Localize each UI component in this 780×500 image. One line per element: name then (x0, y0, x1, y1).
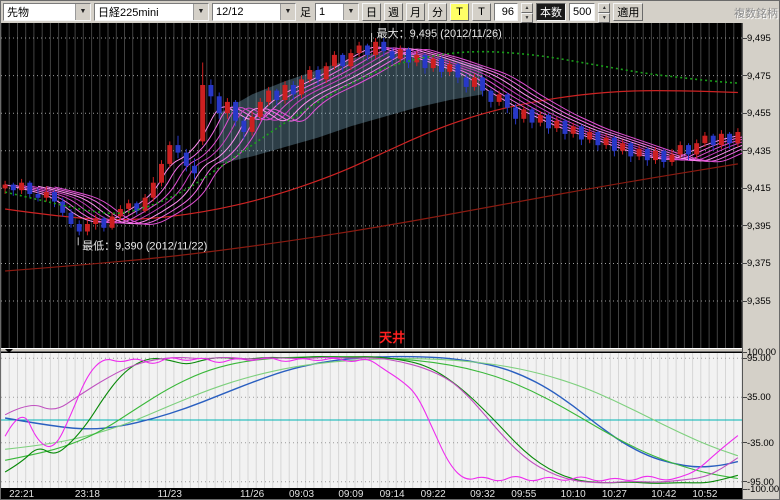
ma-mid-red (5, 89, 738, 221)
period-week-button[interactable]: 週 (384, 3, 403, 21)
instrument-type-combo[interactable]: 先物 ▼ (3, 3, 91, 21)
interval-combo[interactable]: 1 ▼ (315, 3, 359, 21)
x-axis-label: 22:21 (9, 489, 35, 500)
x-axis-label: 11/26 (239, 489, 265, 500)
ma-green-dotted (4, 50, 738, 215)
multi-symbol-label[interactable]: 複数銘柄 (734, 8, 778, 20)
symbol-value: 日経225mini (98, 7, 159, 19)
chevron-down-icon[interactable]: ▼ (280, 4, 295, 20)
axis-tick (743, 225, 747, 227)
down-arrow-icon[interactable]: ▼ (598, 13, 611, 23)
price-chart-panel[interactable]: 最大：9,495 (2012/11/26) 最低：9,390 (2012/11/2… (1, 23, 742, 348)
ma-long-dark-red (5, 163, 738, 272)
ashi-label: 足 (300, 7, 311, 19)
axis-tick (743, 150, 747, 152)
axis-tick (743, 351, 747, 353)
axis-tick (743, 112, 747, 114)
up-arrow-icon[interactable]: ▲ (598, 3, 611, 13)
oscillator-canvas (1, 352, 742, 488)
y-axis-label: 9,495 (747, 33, 771, 45)
oscillator-panel[interactable] (1, 352, 742, 488)
date-value: 12/12 (216, 6, 244, 18)
panel-divider[interactable] (1, 348, 742, 352)
bar-count-value[interactable]: 500 (569, 3, 596, 21)
period-minute-button[interactable]: 分 (428, 3, 447, 21)
bar-count-button[interactable]: 本数 (536, 3, 566, 21)
period-day-button[interactable]: 日 (362, 3, 381, 21)
y-axis-label: 9,455 (747, 108, 771, 120)
axis-tick (743, 75, 747, 77)
cloud-band (219, 51, 483, 164)
bars-visible-spinner[interactable]: ▲ ▼ (521, 3, 533, 23)
x-axis-label: 09:14 (379, 489, 405, 500)
y-axis-label: -35.00 (747, 437, 774, 449)
axis-tick (743, 262, 747, 264)
axis-tick (743, 488, 747, 490)
axis-tick (743, 357, 747, 359)
tick-toggle-button[interactable]: T (450, 3, 469, 21)
t-button[interactable]: T (472, 3, 491, 21)
axis-tick (743, 481, 747, 483)
symbol-combo[interactable]: 日経225mini ▼ (94, 3, 209, 21)
y-axis-label: 95.00 (747, 353, 771, 365)
x-axis-label: 09:03 (288, 489, 315, 500)
x-axis-label: 23:18 (74, 489, 100, 500)
x-axis-label: 09:22 (420, 489, 446, 500)
candles (2, 38, 741, 236)
toolbar: 先物 ▼ 日経225mini ▼ 12/12 ▼ 足 1 ▼ 日 週 月 分 T… (1, 1, 779, 23)
rci-long-blue (4, 355, 739, 468)
x-axis-label: 10:52 (692, 489, 718, 500)
y-axis-label: -100.00 (747, 484, 780, 495)
y-axis-label: 9,435 (747, 145, 771, 157)
instrument-type-value: 先物 (7, 7, 29, 19)
y-axis-label: 9,395 (747, 220, 771, 232)
rci-mid-magenta (4, 356, 739, 484)
main-grid (1, 23, 742, 348)
up-arrow-icon[interactable]: ▲ (521, 3, 533, 13)
x-axis-label: 10:27 (601, 489, 627, 500)
rci-short-magenta (4, 357, 739, 482)
bars-visible-value[interactable]: 96 (494, 3, 518, 21)
y-axis-label: 9,475 (747, 70, 771, 82)
panel-divider-handle-icon[interactable] (5, 349, 13, 353)
x-axis-label: 10:10 (560, 489, 586, 500)
min-annotation: 最低：9,390 (2012/11/22) (82, 239, 207, 252)
apply-button[interactable]: 適用 (613, 3, 644, 21)
period-month-button[interactable]: 月 (406, 3, 425, 21)
x-axis-label: 09:09 (338, 489, 364, 500)
chevron-down-icon[interactable]: ▼ (343, 4, 358, 20)
down-arrow-icon[interactable]: ▼ (521, 13, 533, 23)
axis-tick (743, 396, 747, 398)
price-chart-canvas: 最大：9,495 (2012/11/26) 最低：9,390 (2012/11/2… (1, 23, 742, 348)
x-axis-label: 10:42 (651, 489, 677, 500)
chevron-down-icon[interactable]: ▼ (193, 4, 208, 20)
date-combo[interactable]: 12/12 ▼ (212, 3, 296, 21)
y-axis-label: 9,355 (747, 296, 771, 308)
y-axis-label: -95.00 (747, 476, 774, 488)
axis-tick (743, 300, 747, 302)
time-axis: 22:21 23:18 11/23 11/26 09:03 09:09 09:14 09:22… (1, 488, 742, 500)
y-axis-label: 100.00 (747, 347, 777, 358)
max-annotation: 最大：9,495 (2012/11/26) (377, 26, 502, 40)
x-axis-label: 11/23 (157, 489, 182, 500)
x-axis-label: 09:55 (511, 489, 537, 500)
ceiling-annotation: 天井 (379, 330, 405, 345)
axis-tick (743, 187, 747, 189)
interval-value: 1 (319, 6, 326, 18)
price-axis: 9,495 9,475 9,455 9,435 9,415 9,395 9,375 9,355… (742, 23, 780, 499)
x-axis-label: 09:32 (470, 489, 496, 500)
y-axis-label: 35.00 (747, 392, 771, 404)
axis-tick (743, 442, 747, 444)
y-axis-label: 9,375 (747, 258, 771, 270)
axis-tick (743, 37, 747, 39)
chevron-down-icon[interactable]: ▼ (75, 4, 90, 20)
y-axis-label: 9,415 (747, 183, 771, 195)
sub-grid (1, 352, 742, 488)
bar-count-spinner[interactable]: ▲ ▼ (598, 3, 611, 23)
